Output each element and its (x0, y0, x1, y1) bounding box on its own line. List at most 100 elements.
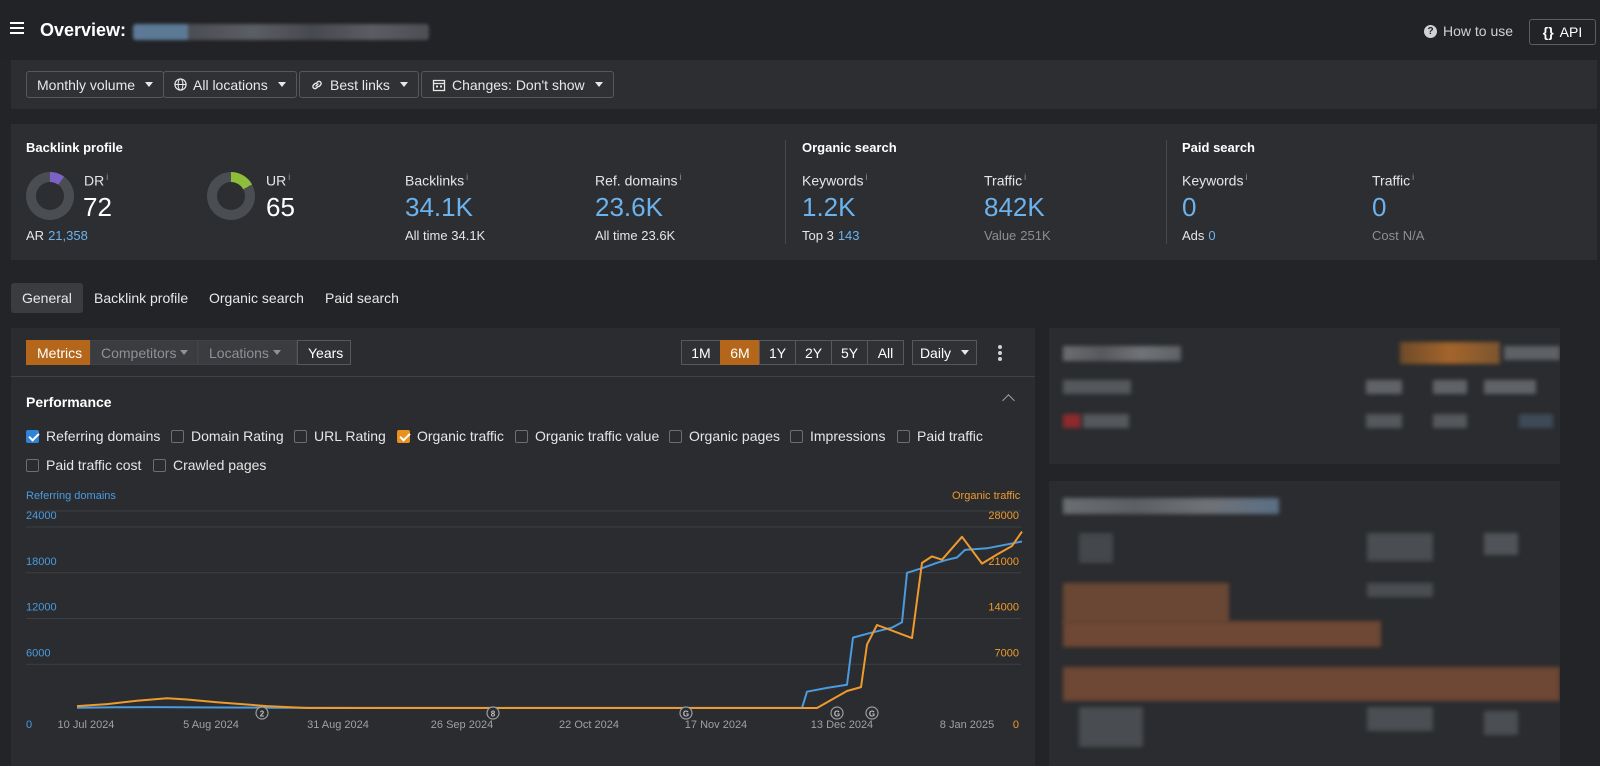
how-to-use-label: How to use (1443, 23, 1514, 39)
right-tick-label: 14000 (988, 602, 1019, 614)
paid-search-title: Paid search (1182, 140, 1255, 155)
mode-locations[interactable]: Locations (198, 340, 297, 365)
caret-down-icon (594, 82, 603, 87)
right-tick-label: 21000 (988, 556, 1019, 568)
locations-dropdown[interactable]: All locations (163, 71, 297, 98)
annotation-label: G (683, 710, 689, 719)
collapse-chevron-icon[interactable] (1002, 394, 1015, 407)
chart-controls: Metrics Competitors Locations Years 1M 6… (11, 328, 1035, 377)
locations-label: All locations (193, 76, 268, 93)
ads-stat: Ads 0 (1182, 228, 1216, 243)
x-tick-label: 26 Sep 2024 (431, 719, 493, 731)
organic-traffic-line (76, 531, 1023, 709)
checkbox-paid-traffic[interactable]: Paid traffic (897, 428, 983, 444)
checkbox-impressions[interactable]: Impressions (790, 428, 885, 444)
performance-title: Performance (26, 394, 112, 410)
checkbox-crawled-pages[interactable]: Crawled pages (153, 457, 266, 473)
top3-value[interactable]: 143 (837, 228, 860, 243)
info-icon: i (466, 172, 469, 182)
dr-label[interactable]: DR i (84, 172, 109, 189)
checkbox-domain-rating[interactable]: Domain Rating (171, 428, 284, 444)
range-all[interactable]: All (867, 340, 904, 365)
menu-icon[interactable] (10, 22, 24, 34)
mode-competitors[interactable]: Competitors (90, 340, 198, 365)
range-1y[interactable]: 1Y (759, 340, 796, 365)
dr-donut-chart (26, 172, 74, 220)
links-dropdown[interactable]: Best links (299, 71, 419, 98)
caret-down-icon (145, 82, 154, 87)
backlinks-value[interactable]: 34.1K (405, 192, 473, 222)
api-button[interactable]: {} API (1529, 19, 1596, 45)
checkbox-organic-traffic-value[interactable]: Organic traffic value (515, 428, 659, 444)
ref-domains-label[interactable]: Ref. domains i (595, 172, 682, 189)
info-icon: i (288, 172, 291, 182)
right-tick-label: 0 (1013, 719, 1019, 731)
range-1m[interactable]: 1M (681, 340, 721, 365)
more-options-icon[interactable] (998, 345, 1002, 361)
checkbox-paid-traffic-cost[interactable]: Paid traffic cost (26, 457, 141, 473)
ur-label[interactable]: UR i (266, 172, 291, 189)
caret-down-icon (277, 82, 286, 87)
paid-traffic-value[interactable]: 0 (1372, 192, 1387, 222)
annotation-marker: G (830, 706, 844, 720)
braces-icon: {} (1542, 24, 1554, 40)
changes-dropdown[interactable]: Changes: Don't show (421, 71, 614, 98)
info-icon: i (679, 172, 682, 182)
backlinks-all-time: All time 34.1K (405, 228, 486, 243)
checkbox-checked-icon (26, 429, 39, 443)
ar-value[interactable]: 21,358 (48, 228, 88, 243)
volume-label: Monthly volume (37, 76, 136, 93)
volume-dropdown[interactable]: Monthly volume (26, 71, 165, 98)
tab-paid-search[interactable]: Paid search (325, 290, 399, 306)
ur-donut-chart (207, 172, 255, 220)
how-to-use-link[interactable]: ? How to use (1424, 23, 1513, 39)
range-6m[interactable]: 6M (720, 340, 760, 365)
annotation-marker: G (679, 706, 693, 720)
mode-metrics[interactable]: Metrics (26, 340, 91, 365)
section-divider (1166, 140, 1167, 244)
ads-value[interactable]: 0 (1208, 228, 1216, 243)
info-icon: i (106, 172, 109, 182)
annotation-marker: 8 (486, 706, 500, 720)
ref-domains-value[interactable]: 23.6K (595, 192, 663, 222)
left-tick-label: 6000 (26, 647, 50, 659)
info-icon: i (865, 172, 868, 182)
range-2y[interactable]: 2Y (795, 340, 832, 365)
caret-down-icon (399, 82, 408, 87)
caret-down-icon (180, 350, 189, 355)
redacted-domain (133, 24, 429, 40)
interval-dropdown[interactable]: Daily (912, 340, 977, 365)
checkbox-url-rating[interactable]: URL Rating (294, 428, 386, 444)
checkbox-organic-pages[interactable]: Organic pages (669, 428, 780, 444)
tab-backlink-profile[interactable]: Backlink profile (94, 290, 189, 306)
annotation-circle (255, 706, 269, 720)
paid-keywords-label[interactable]: Keywords i (1182, 172, 1248, 189)
mode-years[interactable]: Years (297, 340, 351, 365)
caret-down-icon (272, 350, 281, 355)
caret-down-icon (961, 350, 970, 355)
checkbox-referring-domains[interactable]: Referring domains (26, 428, 160, 444)
organic-traffic-label[interactable]: Traffic i (984, 172, 1027, 189)
tab-organic-search[interactable]: Organic search (209, 290, 304, 306)
x-tick-label: 31 Aug 2024 (307, 719, 369, 731)
checkbox-organic-traffic[interactable]: Organic traffic (397, 428, 504, 444)
annotation-label: G (869, 710, 875, 719)
performance-chart[interactable]: 0 6000 12000 18000 24000 0 7000 14000 21000 2800… (11, 498, 1035, 766)
info-icon: i (1412, 172, 1415, 182)
ref-domains-all-time: All time 23.6K (595, 228, 676, 243)
section-divider (785, 140, 786, 244)
backlinks-label[interactable]: Backlinks i (405, 172, 469, 189)
organic-keywords-value[interactable]: 1.2K (802, 192, 856, 222)
organic-traffic-value[interactable]: 842K (984, 192, 1045, 222)
top3-stat: Top 3 143 (802, 228, 860, 243)
paid-traffic-label[interactable]: Traffic i (1372, 172, 1415, 189)
right-tick-label: 28000 (988, 510, 1019, 522)
traffic-value-stat: Value 251K (984, 228, 1051, 243)
tab-general[interactable]: General (11, 283, 83, 313)
paid-keywords-value[interactable]: 0 (1182, 192, 1197, 222)
organic-keywords-label[interactable]: Keywords i (802, 172, 868, 189)
x-tick-label: 5 Aug 2024 (183, 719, 239, 731)
annotation-circle (830, 706, 844, 720)
range-5y[interactable]: 5Y (831, 340, 868, 365)
referring-domains-line (76, 540, 1023, 709)
